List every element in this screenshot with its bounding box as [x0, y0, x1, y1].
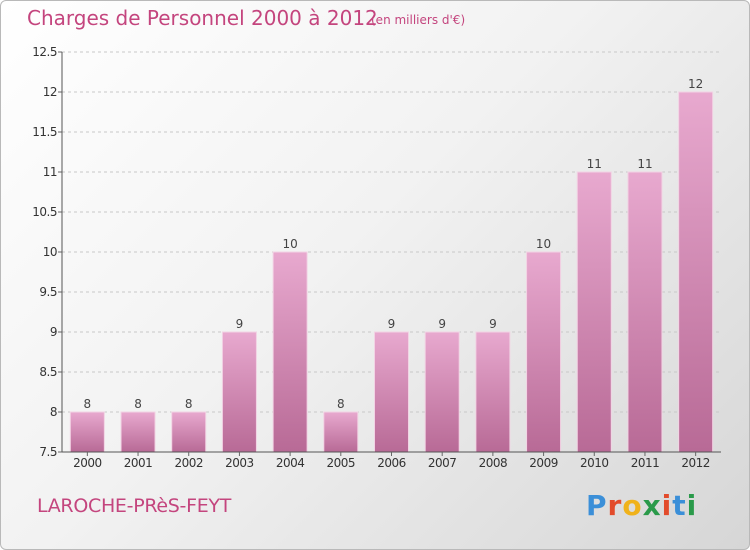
- logo-letter: i: [661, 489, 673, 522]
- bar-value-label: 10: [536, 237, 551, 251]
- axes: 7.5 8 8.5 9 9.5 10 10.5 11 11.5 12 12.5 2000 2001 200…: [32, 45, 721, 470]
- bar: [272, 251, 308, 453]
- y-tick-label: 12.5: [32, 45, 57, 59]
- y-tick-label: 11.5: [32, 125, 57, 139]
- logo-letter: o: [622, 489, 643, 522]
- bar: [424, 331, 460, 453]
- bar-value-label: 10: [282, 237, 297, 251]
- x-tick-label: 2011: [631, 456, 660, 470]
- y-tick-label: 9: [50, 325, 57, 339]
- bar: [475, 331, 511, 453]
- bar-value-label: 12: [688, 77, 703, 91]
- bar-value-label: 8: [84, 397, 92, 411]
- x-tick-label: 2012: [681, 456, 710, 470]
- bar: [374, 331, 409, 453]
- bar: [627, 171, 663, 453]
- x-tick-label: 2003: [225, 456, 254, 470]
- x-tick-label: 2007: [428, 456, 457, 470]
- y-tick-label: 8.5: [39, 365, 57, 379]
- bar-value-label: 11: [587, 157, 602, 171]
- y-tick-label: 11: [43, 165, 57, 179]
- logo-letter: r: [607, 489, 623, 522]
- x-tick-label: 2001: [124, 456, 153, 470]
- x-tick-label: 2009: [529, 456, 558, 470]
- bar: [323, 411, 359, 453]
- bar-value-label: 9: [438, 317, 446, 331]
- x-tick-label: 2004: [276, 456, 305, 470]
- x-tick-label: 2010: [580, 456, 609, 470]
- y-tick-label: 10.5: [32, 205, 57, 219]
- y-tick-label: 7.5: [39, 445, 57, 459]
- chart-subtitle: (en milliers d'€): [371, 13, 466, 27]
- bar: [171, 411, 207, 453]
- bar-value-label: 9: [489, 317, 497, 331]
- proxiti-logo: Proxiti: [586, 489, 697, 522]
- y-tick-label: 12: [43, 85, 57, 99]
- commune-name: LAROCHE-PRèS-FEYT: [37, 495, 232, 517]
- bar-value-label: 9: [236, 317, 244, 331]
- bar: [120, 411, 156, 453]
- y-tick-label: 10: [43, 245, 57, 259]
- x-tick-label: 2005: [327, 456, 356, 470]
- x-tick-label: 2000: [73, 456, 102, 470]
- logo-letter: t: [672, 489, 687, 522]
- x-tick-label: 2002: [174, 456, 203, 470]
- bar: [221, 331, 257, 453]
- logo-letter: x: [642, 489, 662, 522]
- y-tick-label: 9.5: [39, 285, 57, 299]
- bar-value-label: 8: [185, 397, 193, 411]
- bar: [526, 251, 562, 453]
- x-tick-label: 2006: [377, 456, 406, 470]
- bar-value-label: 9: [388, 317, 396, 331]
- bar: [69, 411, 105, 453]
- bars: 8 8 8 9 10 8 9 9 9 10 11 11 12: [69, 77, 714, 453]
- bar: [576, 171, 612, 453]
- logo-letter: P: [586, 489, 608, 522]
- bar-value-label: 8: [337, 397, 345, 411]
- x-tick-label: 2008: [479, 456, 508, 470]
- bar: [678, 91, 714, 453]
- y-tick-label: 8: [50, 405, 57, 419]
- bar-value-label: 8: [134, 397, 142, 411]
- bar-value-label: 11: [637, 157, 652, 171]
- logo-letter: i: [686, 489, 698, 522]
- chart-title: Charges de Personnel 2000 à 2012: [27, 6, 378, 30]
